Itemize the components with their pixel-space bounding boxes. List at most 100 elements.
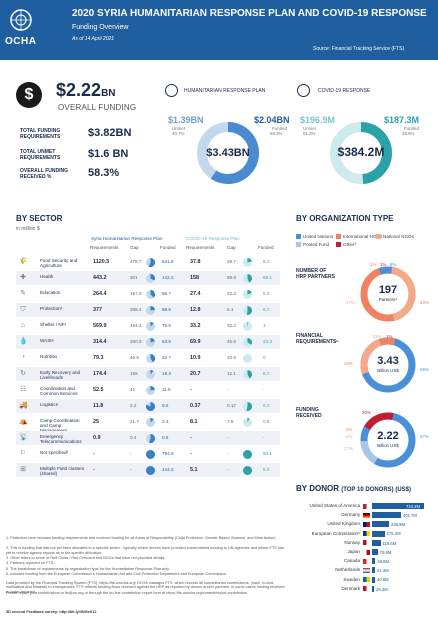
donor-title: BY DONOR (TOP 10 DONORS) (US$) xyxy=(296,484,411,493)
covid-funded-label: Funded xyxy=(404,126,419,131)
covid-funded: 23.3 xyxy=(263,339,272,344)
donor-value: 46.8M xyxy=(377,559,389,564)
funded-pie xyxy=(146,465,155,475)
funded-pie xyxy=(146,337,155,347)
sector-row: 📡 Emergency Telecommunications 0.9 0.4 0.5 - -… xyxy=(16,431,280,445)
hrp-title: HUMANITARIAN RESPONSE PLAN xyxy=(184,88,266,94)
hrp-funded: 88.6 xyxy=(162,307,171,312)
funded-pie xyxy=(146,417,155,427)
hrp-funded-arc xyxy=(197,122,259,184)
col-covid-req: Requirements xyxy=(186,245,215,250)
donor-name: European Commission⁶ xyxy=(311,530,360,536)
sector-name: Coordination and Common Services xyxy=(40,386,78,396)
no-flag-icon xyxy=(363,540,370,546)
hrp-funded-label: Funded xyxy=(272,126,287,131)
page-title: 2020 SYRIA HUMANITARIAN RESPONSE PLAN AN… xyxy=(72,8,427,19)
requirements-donut xyxy=(360,337,416,393)
funded-pie xyxy=(146,353,155,363)
hrp-unmet-label: Unmet xyxy=(172,126,185,131)
covid-requirements: 0.37 xyxy=(190,403,201,409)
qr-label[interactable]: 3D second Feedback survey: http://bit.ly… xyxy=(6,610,97,614)
donor-name: United States of America xyxy=(309,503,360,508)
donor-bar xyxy=(372,576,375,583)
source-link[interactable]: Source: Financial Tracking Service (FTS) xyxy=(313,46,405,52)
legend-label: United Nations xyxy=(303,234,334,239)
funding-org-label: FUNDING RECEIVED xyxy=(296,407,322,419)
hrp-requirements: 0.9 xyxy=(93,435,101,441)
page-subtitle: Funding Overview xyxy=(72,24,129,31)
sector-name: Camp Coordination and Camp Management xyxy=(40,418,80,433)
funded-pie xyxy=(243,401,252,411)
legend-swatch xyxy=(296,234,301,240)
covid-gap: 29.7 xyxy=(227,259,236,264)
funding-donut xyxy=(360,412,416,468)
funded-pie xyxy=(243,369,252,379)
nl-flag-icon xyxy=(363,567,370,573)
col-covid-funded: Funded xyxy=(258,245,274,250)
covid-gap: 12.1 xyxy=(227,371,236,376)
donor-name: Netherlands xyxy=(335,567,360,573)
health-icon: ✚ xyxy=(20,274,26,281)
partners-sub: Partners⁴ xyxy=(378,297,398,302)
unmet-label: TOTAL UNMET REQUIREMENTS xyxy=(20,149,61,161)
funded-pie xyxy=(243,321,252,331)
funded-pie xyxy=(243,465,252,475)
hrp-donut xyxy=(197,122,259,184)
funded-pie xyxy=(146,369,155,379)
covid-total: $384.2M xyxy=(337,145,385,159)
covid-gap: 7.5 xyxy=(227,419,234,424)
partners-pct-4: 43% xyxy=(420,300,429,305)
nutrition-icon: ◔ xyxy=(20,354,26,361)
multi-cluster-icon: ⊞ xyxy=(20,466,26,473)
funded-pie xyxy=(146,273,155,283)
covid-requirements: 158 xyxy=(190,275,199,281)
funded-pie xyxy=(146,257,155,267)
sector-name: Nutrition xyxy=(40,354,58,359)
funded-pie xyxy=(243,257,252,267)
footnote: 3. Other refers to some of Red Cross / R… xyxy=(6,556,166,560)
covid-funded: 0.6 xyxy=(263,419,270,424)
sector-row: ↻ Early Recovery and Livelihoods 174.4 155 1… xyxy=(16,367,280,381)
sector-title: BY SECTOR xyxy=(16,214,63,223)
sector-name: Early Recovery and Livelihoods xyxy=(40,370,81,380)
recovery-icon: ↻ xyxy=(20,370,26,377)
received-label: OVERALL FUNDING RECEIVED % xyxy=(20,168,68,180)
sector-name: Health xyxy=(40,274,54,279)
donor-value: 29.3M xyxy=(376,586,388,592)
footnote: Please report your contributions to fts@… xyxy=(6,590,248,595)
hrp-gap: 21.7 xyxy=(130,419,139,424)
covid-requirements: 12.8 xyxy=(190,307,201,313)
funded-pie xyxy=(146,321,155,331)
donor-value: 236.9M xyxy=(391,522,405,528)
hrp-funded: 784.9 xyxy=(162,451,174,456)
legend-item: National NGOs xyxy=(376,234,414,240)
donor-bar xyxy=(372,567,375,574)
partners-label: NUMBER OF HRP PARTNERS xyxy=(296,268,335,280)
sector-row: ✎ Education 264.4 167.8 96.7 27.4 22.3 5.2 xyxy=(16,287,280,301)
sector-row: 🌾 Food Security and Agriculture 1120.5 478.… xyxy=(16,255,280,269)
sector-unit: in million $ xyxy=(16,226,40,232)
uk-flag-icon xyxy=(363,521,370,527)
donor-name: Norway xyxy=(344,539,360,545)
hrp-funded: 3.3 xyxy=(162,419,169,424)
sector-name: Not specified² xyxy=(40,450,69,455)
covid-gap: 22.3 xyxy=(227,291,236,296)
hrp-requirements: 11.8 xyxy=(93,403,104,409)
food-icon: 🌾 xyxy=(19,258,28,265)
overall-funding-label: OVERALL FUNDING xyxy=(58,103,137,112)
donor-bar xyxy=(372,503,424,509)
covid-funded: - xyxy=(263,387,265,392)
sector-row: ⚐ Not specified² - - 784.9 - - 50.1 xyxy=(16,447,280,461)
sector-name: Emergency Telecommunications xyxy=(40,434,82,444)
wash-icon: 💧 xyxy=(19,338,28,345)
partners-value: 197 xyxy=(378,284,398,296)
hrp-requirements: 52.5 xyxy=(93,387,104,393)
covid-gap: 46.6 xyxy=(227,339,236,344)
covid-requirements: 5.1 xyxy=(190,467,198,473)
de-flag-icon xyxy=(363,512,370,518)
covid-requirements: 10.9 xyxy=(190,355,201,361)
donor-value: 175.2M xyxy=(386,531,401,537)
covid-title: COVID-19 RESPONSE xyxy=(318,88,371,94)
hrp-total: $3.43BN xyxy=(206,147,250,159)
partners-pct-1: 1% xyxy=(380,262,387,267)
